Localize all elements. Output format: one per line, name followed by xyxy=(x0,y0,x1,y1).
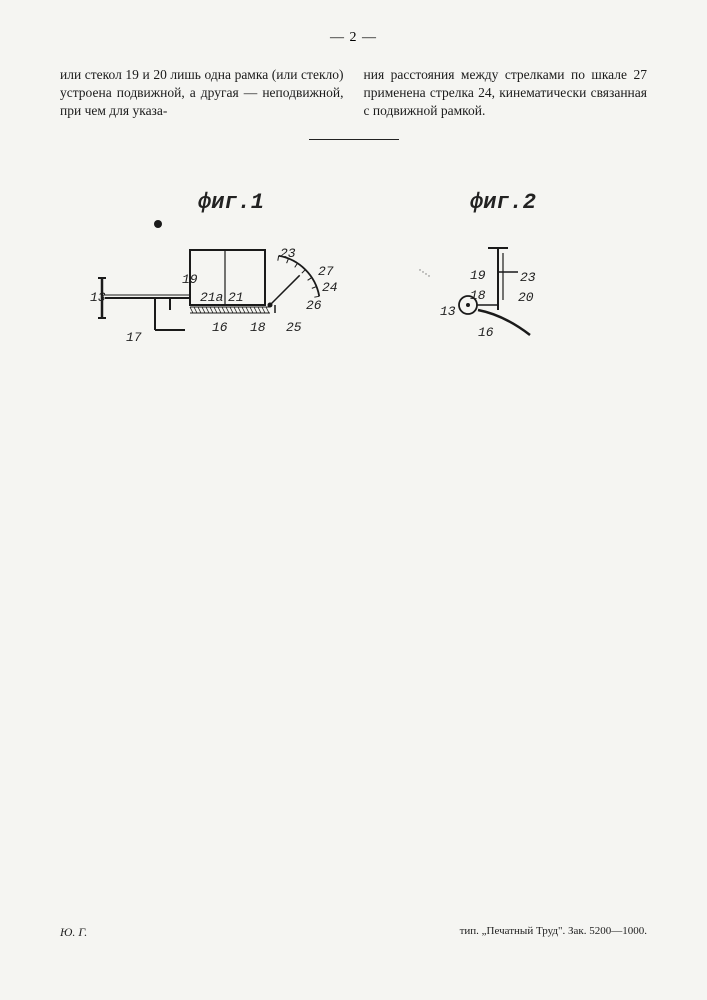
footer-left: Ю. Г. xyxy=(60,925,87,940)
fig1-ref-17: 17 xyxy=(126,330,142,345)
fig2-ref-19: 19 xyxy=(470,268,486,283)
fig2-ref-20: 20 xyxy=(518,290,534,305)
fig1-ref-25: 25 xyxy=(286,320,302,335)
fig1-ref-24: 24 xyxy=(322,280,338,295)
fig1-ref-26: 26 xyxy=(306,298,322,313)
fig1-ref-27: 27 xyxy=(318,264,334,279)
fig1-ref-13: 13 xyxy=(90,290,106,305)
column-left: или стекол 19 и 20 лишь одна рамка (или … xyxy=(60,66,344,121)
body-text: или стекол 19 и 20 лишь одна рамка (или … xyxy=(60,66,647,121)
fig2-ref-23: 23 xyxy=(520,270,536,285)
column-right: ния расстояния между стрелками по шкале … xyxy=(364,66,648,121)
fig1-label: фиг.1 xyxy=(198,190,264,215)
fig1-ref-16: 16 xyxy=(212,320,228,335)
footer-right: тип. „Печатный Труд". Зак. 5200—1000. xyxy=(460,925,647,940)
fig2-ref-16: 16 xyxy=(478,325,494,340)
fig2-ref-18: 18 xyxy=(470,288,486,303)
page-number: — 2 — xyxy=(60,30,647,46)
fig1-ref-23: 23 xyxy=(280,246,296,261)
fig1-ref-21a: 21a xyxy=(200,290,223,305)
fig1-ref-18: 18 xyxy=(250,320,266,335)
footer: Ю. Г. тип. „Печатный Труд". Зак. 5200—10… xyxy=(60,925,647,940)
fig2-ref-13: 13 xyxy=(440,304,456,319)
fig2-label: фиг.2 xyxy=(470,190,536,215)
figures-region: фиг.1фиг.2131921a21232724262518161719231… xyxy=(60,190,647,390)
figures-svg xyxy=(60,210,620,380)
section-divider xyxy=(309,139,399,140)
fig1-ref-21: 21 xyxy=(228,290,244,305)
fig1-ref-19: 19 xyxy=(182,272,198,287)
